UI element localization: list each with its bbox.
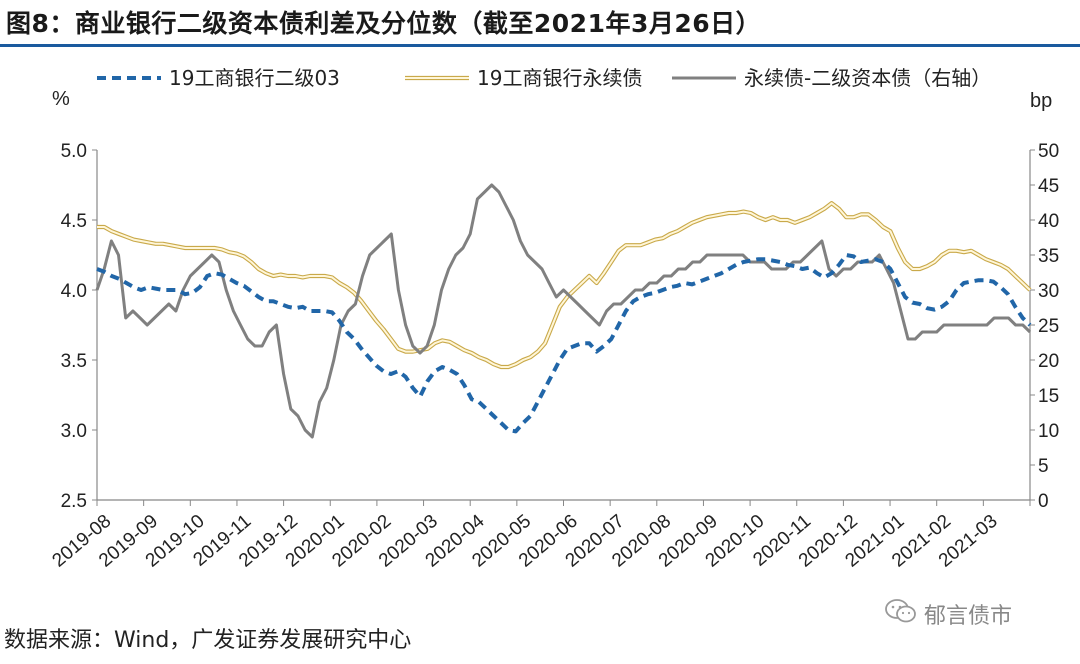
right-tick-label: 45 <box>1038 176 1059 197</box>
right-tick-label: 30 <box>1038 281 1059 302</box>
source-note: 数据来源：Wind，广发证券发展研究中心 <box>4 628 412 653</box>
legend: 19工商银行二级03 19工商银行永续债 永续债-二级资本债（右轴） <box>97 66 991 90</box>
right-tick-label: 25 <box>1038 316 1059 337</box>
right-tick-label: 35 <box>1038 246 1059 267</box>
right-tick-label: 15 <box>1038 386 1059 407</box>
legend-label: 永续债-二级资本债（右轴） <box>744 66 991 90</box>
legend-label: 19工商银行二级03 <box>169 66 340 90</box>
chart-title: 图8：商业银行二级资本债利差及分位数（截至2021年3月26日） <box>6 9 762 38</box>
watermark-text: 郁言债市 <box>924 604 1013 629</box>
right-tick-label: 40 <box>1038 211 1059 232</box>
wechat-icon <box>884 598 918 630</box>
series-group <box>95 183 1032 439</box>
right-unit-label: bp <box>1030 90 1052 112</box>
left-unit-label: % <box>52 88 70 110</box>
series-line <box>96 253 1032 434</box>
watermark: 郁言债市 <box>884 598 1012 630</box>
left-tick-label: 3.5 <box>61 351 87 372</box>
right-tick-label: 0 <box>1038 491 1049 512</box>
title-bar: 图8：商业银行二级资本债利差及分位数（截至2021年3月26日） <box>0 0 1080 47</box>
left-tick-label: 3.0 <box>61 421 87 442</box>
right-tick-label: 50 <box>1038 141 1059 162</box>
left-tick-label: 4.0 <box>61 281 87 302</box>
legend-label: 19工商银行永续债 <box>477 66 642 90</box>
axes: % bp 2.5 3.0 3.5 4.0 4.5 5.0 0 5 10 15 20 25 30 35 40 45 5… <box>48 88 1059 572</box>
right-tick-label: 20 <box>1038 351 1059 372</box>
series-line <box>95 183 1032 439</box>
series-line <box>97 202 1031 368</box>
right-tick-label: 5 <box>1038 456 1049 477</box>
line-chart: 19工商银行二级03 19工商银行永续债 永续债-二级资本债（右轴） % bp 2.5 3… <box>48 66 1059 572</box>
right-tick-label: 10 <box>1038 421 1059 442</box>
left-tick-label: 2.5 <box>61 491 87 512</box>
left-tick-label: 5.0 <box>61 141 87 162</box>
left-tick-label: 4.5 <box>61 211 87 232</box>
